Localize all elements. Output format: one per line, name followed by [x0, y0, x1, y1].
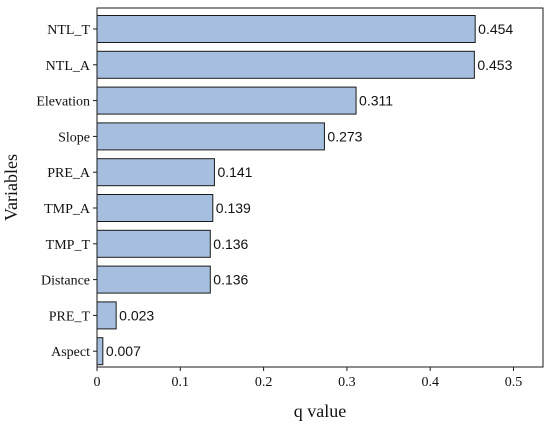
bar-ntl-t [96, 15, 476, 43]
value-label-slope: 0.273 [327, 128, 362, 144]
y-tick-label-distance: Distance [41, 274, 90, 289]
value-label-aspect: 0.007 [106, 343, 141, 359]
y-tick-label-tmp-a: TMP_A [44, 202, 91, 217]
x-tick-label-0-5: 0.5 [505, 375, 523, 390]
value-label-distance: 0.136 [213, 272, 248, 288]
y-axis: NTL_T NTL_A Elevation Slope PRE_A TMP_A TMP_T D… [36, 23, 97, 360]
x-axis-title: q value [294, 401, 346, 421]
value-label-ntl-t: 0.454 [478, 21, 513, 37]
plot-frame [96, 7, 544, 368]
bars-layer [96, 15, 476, 366]
y-tick-label-ntl-t: NTL_T [47, 23, 90, 38]
bar-pre-a [96, 158, 215, 187]
y-tick-label-ntl-a: NTL_A [46, 59, 91, 74]
y-tick-label-pre-t: PRE_T [49, 309, 91, 324]
y-tick-label-elevation: Elevation [36, 95, 90, 110]
y-tick-label-pre-a: PRE_A [47, 166, 91, 181]
y-tick-label-slope: Slope [58, 130, 90, 145]
bar-distance [96, 265, 211, 294]
x-axis: 0 0.1 0.2 0.3 0.4 0.5 [94, 367, 523, 390]
y-tick-label-tmp-t: TMP_T [46, 238, 91, 253]
x-tick-label-0: 0 [94, 375, 101, 390]
value-label-ntl-a: 0.453 [477, 57, 512, 73]
value-label-pre-t: 0.023 [119, 307, 154, 323]
y-axis-title: Variables [1, 154, 21, 221]
value-label-elevation: 0.311 [359, 93, 393, 109]
x-tick-label-0-2: 0.2 [255, 375, 273, 390]
bar-ntl-a [96, 50, 475, 79]
bar-elevation [96, 86, 357, 115]
y-tick-label-aspect: Aspect [51, 345, 90, 360]
bar-aspect [96, 337, 104, 366]
value-label-tmp-t: 0.136 [213, 236, 248, 252]
value-label-tmp-a: 0.139 [216, 200, 251, 216]
value-labels-layer: 0.454 0.453 0.311 0.273 0.141 0.139 0.136 0.136… [106, 21, 514, 359]
x-tick-label-0-3: 0.3 [338, 375, 356, 390]
bar-tmp-a [96, 194, 214, 222]
x-tick-label-0-4: 0.4 [421, 375, 439, 390]
bar-slope [96, 122, 325, 151]
x-tick-label-0-1: 0.1 [172, 375, 190, 390]
value-label-pre-a: 0.141 [217, 164, 252, 180]
bar-pre-t [96, 301, 117, 330]
bar-tmp-t [96, 229, 211, 258]
